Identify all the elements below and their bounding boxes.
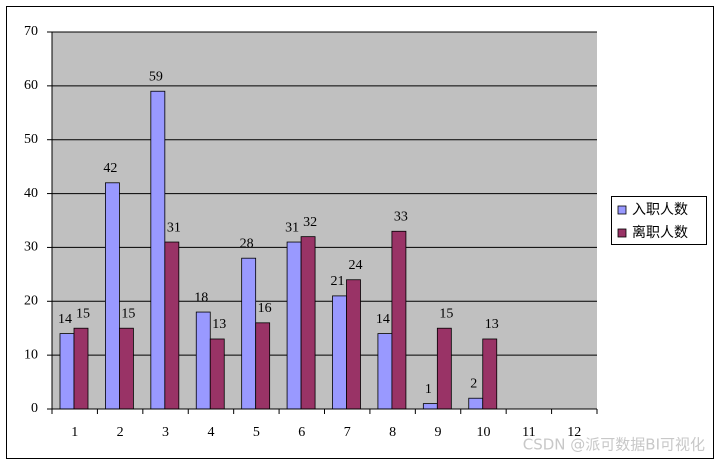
data-label: 31 (285, 220, 299, 235)
x-tick-label: 1 (71, 425, 78, 440)
data-label: 31 (167, 220, 181, 235)
bar (119, 327, 134, 410)
bar (422, 403, 438, 410)
x-tick-label: 8 (389, 425, 396, 440)
legend-label: 离职人数 (632, 224, 688, 241)
bar (164, 241, 180, 410)
legend-swatch (617, 205, 627, 215)
data-label: 13 (212, 317, 226, 332)
y-tick-label: 20 (24, 294, 38, 309)
data-label: 1 (425, 382, 432, 397)
bar (73, 327, 89, 410)
bar (377, 333, 393, 410)
plot-area (52, 32, 597, 409)
x-tick-label: 3 (162, 425, 169, 440)
data-label: 32 (303, 215, 317, 230)
data-label: 24 (349, 258, 363, 273)
data-label: 28 (240, 236, 254, 251)
data-label: 14 (376, 312, 390, 327)
data-label: 59 (149, 69, 163, 84)
legend (611, 196, 707, 245)
x-tick-label: 10 (476, 425, 490, 440)
bar (150, 90, 166, 410)
bar (286, 241, 302, 410)
bar (255, 322, 271, 410)
bar (59, 333, 75, 410)
data-label: 2 (470, 376, 477, 391)
x-tick-label: 11 (522, 425, 535, 440)
x-tick-label: 5 (253, 425, 260, 440)
y-tick-label: 60 (24, 78, 38, 93)
data-label: 42 (103, 161, 117, 176)
data-label: 18 (194, 290, 208, 305)
watermark: CSDN @派可数据BI可视化 (523, 436, 705, 454)
bar (195, 311, 211, 410)
legend-swatch (617, 228, 627, 238)
x-tick-label: 4 (207, 425, 214, 440)
data-label: 14 (58, 312, 72, 327)
bar (209, 338, 225, 410)
data-label: 21 (331, 274, 345, 289)
data-label: 15 (121, 306, 135, 321)
y-tick-label: 0 (31, 401, 38, 416)
bar (241, 257, 257, 410)
bar (346, 279, 361, 410)
bar (332, 295, 347, 410)
x-tick-label: 9 (435, 425, 442, 440)
data-label: 15 (76, 306, 90, 321)
x-tick-label: 7 (344, 425, 351, 440)
x-tick-label: 6 (298, 425, 305, 440)
bar (482, 338, 498, 410)
bar (468, 397, 484, 410)
y-tick-label: 10 (24, 347, 38, 362)
data-label: 33 (394, 209, 408, 224)
data-label: 15 (439, 306, 453, 321)
x-tick-label: 12 (567, 425, 581, 440)
bar (391, 230, 407, 410)
y-tick-label: 40 (24, 186, 38, 201)
bar (300, 236, 316, 410)
data-label: 16 (258, 301, 272, 316)
y-tick-label: 70 (24, 24, 38, 39)
legend-label: 入职人数 (632, 202, 688, 218)
bar (436, 327, 452, 410)
bar (105, 182, 120, 410)
y-tick-label: 50 (24, 132, 38, 147)
x-tick-label: 2 (117, 425, 124, 440)
y-tick-label: 30 (24, 240, 38, 255)
data-label: 13 (485, 317, 499, 332)
